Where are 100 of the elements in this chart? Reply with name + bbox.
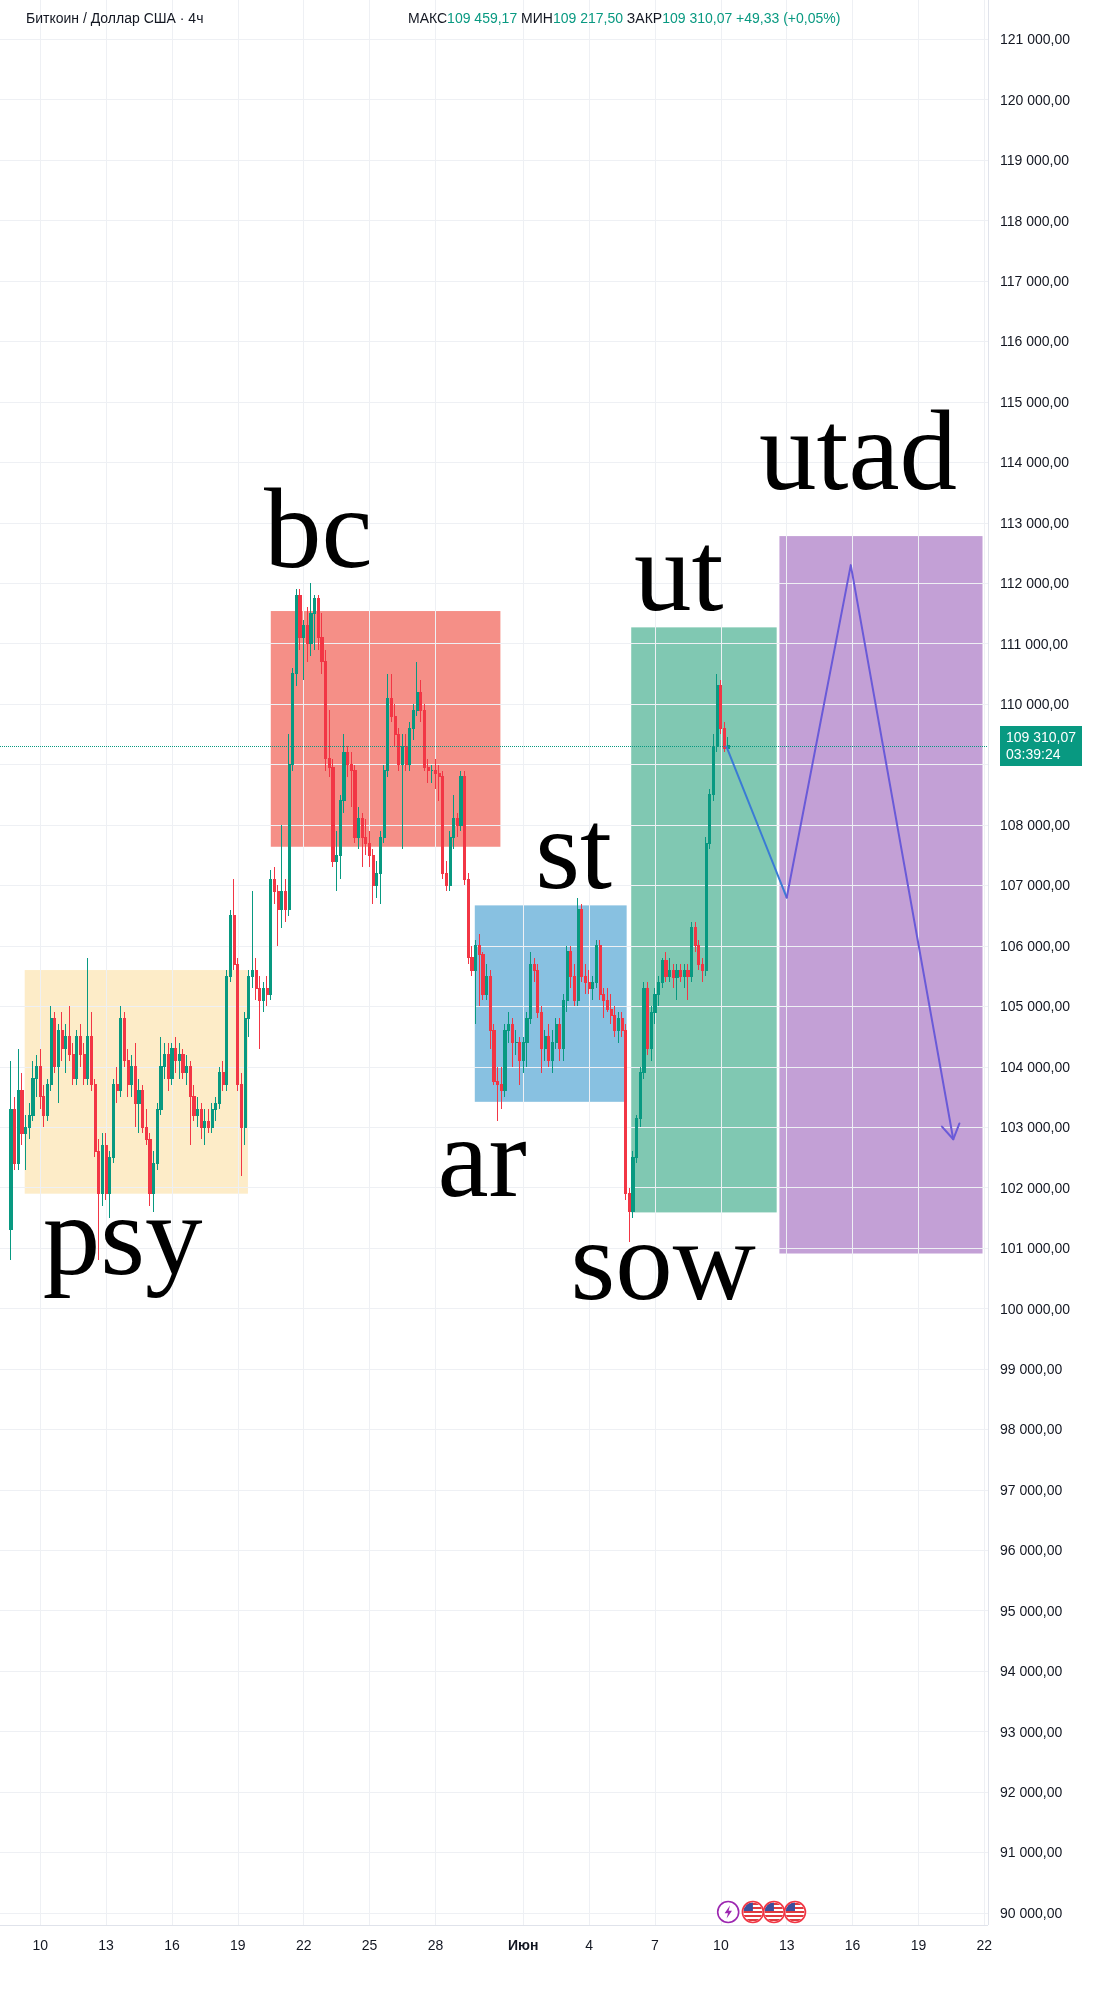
y-tick-label: 110 000,00: [1000, 696, 1070, 713]
text: МАКС109 459,17 МИН109 217,50 ЗАКР109 310,07 +49,33 (+0,05%): [408, 10, 841, 26]
candlestick: [683, 963, 686, 989]
candlestick: [544, 1029, 547, 1062]
candlestick: [185, 1054, 188, 1086]
candlestick: [280, 824, 283, 929]
x-tick-label: 13: [778, 1937, 795, 1953]
y-tick-label: 111 000,00: [1000, 635, 1069, 652]
annotation: utad: [759, 386, 958, 514]
y-tick-label: 121 000,00: [1000, 31, 1071, 48]
y-tick-label: 101 000,00: [1000, 1240, 1071, 1257]
text: Биткоин / Доллар США · 4ч: [26, 10, 204, 26]
candlestick: [690, 921, 693, 983]
candlestick: [64, 1023, 67, 1074]
x-tick-label: 13: [98, 1937, 115, 1953]
candlestick: [130, 1054, 133, 1098]
candlestick: [668, 957, 671, 983]
y-tick-label: 96 000,00: [1000, 1542, 1063, 1559]
candlestick: [134, 1042, 137, 1128]
candlestick: [558, 1017, 561, 1062]
candlestick: [511, 1017, 514, 1068]
y-tick-label: 90 000,00: [1000, 1904, 1063, 1921]
candlestick: [266, 975, 269, 1007]
candlestick: [203, 1108, 206, 1146]
y-tick-label: 94 000,00: [1000, 1663, 1063, 1680]
candlestick: [105, 1132, 108, 1201]
candlestick: [20, 1072, 24, 1146]
y-tick-label: 97 000,00: [1000, 1481, 1063, 1498]
x-tick-label: 16: [844, 1937, 861, 1953]
y-tick-label: 99 000,00: [1000, 1360, 1063, 1377]
x-tick-label: 19: [230, 1937, 246, 1953]
candlestick: [306, 606, 309, 663]
annotation: sow: [570, 1196, 756, 1324]
candlestick: [309, 582, 313, 657]
candlestick: [474, 939, 477, 1025]
candlestick: [17, 1048, 20, 1171]
x-tick-label: 25: [361, 1937, 378, 1953]
y-tick-label: 104 000,00: [1000, 1058, 1071, 1075]
candlestick: [456, 812, 459, 838]
x-tick-label: 16: [164, 1937, 180, 1953]
candlestick: [646, 981, 649, 1056]
candlestick: [298, 588, 302, 651]
candlestick: [174, 1036, 177, 1074]
y-tick-label: 116 000,00: [1000, 333, 1070, 350]
y-tick-label: 117 000,00: [1000, 273, 1070, 290]
candlestick: [116, 1066, 119, 1104]
x-tick-label: Июн: [508, 1937, 539, 1953]
candlestick: [514, 1029, 518, 1056]
candlestick: [200, 1102, 203, 1140]
candlestick: [178, 1042, 181, 1080]
candlestick: [262, 981, 265, 1013]
x-tick-label: 22: [976, 1937, 993, 1953]
candlestick: [101, 1132, 104, 1207]
y-tick-label: 118 000,00: [1000, 212, 1070, 229]
y-tick-label: 108 000,00: [1000, 817, 1071, 833]
y-tick-label: 100 000,00: [1000, 1300, 1071, 1317]
y-tick-label: 105 000,00: [1000, 998, 1071, 1015]
candlestick: [686, 963, 690, 1001]
y-tick-label: 120 000,00: [1000, 91, 1071, 108]
candlestick: [459, 770, 463, 832]
y-tick-label: 114 000,00: [1000, 454, 1070, 471]
y-tick-label: 92 000,00: [1000, 1784, 1063, 1801]
x-tick-label: 28: [427, 1937, 444, 1953]
y-tick-label: 93 000,00: [1000, 1723, 1063, 1740]
candlestick: [675, 963, 679, 1001]
x-tick-label: 7: [651, 1937, 660, 1953]
candlestick: [577, 897, 580, 1007]
candlestick: [119, 1005, 122, 1098]
candlestick: [222, 1060, 225, 1092]
x-tick-label: 22: [295, 1937, 312, 1953]
candlestick: [75, 1029, 78, 1086]
candlestick: [485, 963, 488, 1001]
candlestick: [61, 1011, 64, 1062]
y-tick-label: 98 000,00: [1000, 1421, 1063, 1438]
annotation: ar: [437, 1093, 527, 1221]
candlestick: [284, 878, 287, 923]
y-tick-label: 115 000,00: [1000, 393, 1070, 410]
annotation: ut: [634, 507, 724, 635]
y-tick-label: 113 000,00: [1000, 514, 1070, 531]
candlestick: [196, 1096, 199, 1128]
candlestick: [357, 806, 360, 850]
candlestick: [86, 957, 89, 1086]
candlestick: [170, 1042, 174, 1086]
x-tick-label: 4: [585, 1937, 594, 1953]
candlestick: [617, 1011, 620, 1044]
candlestick: [672, 963, 675, 989]
y-tick-label: 91 000,00: [1000, 1844, 1063, 1861]
annotation: psy: [42, 1172, 203, 1300]
candlestick: [181, 1048, 185, 1080]
y-tick-label: 107 000,00: [1000, 877, 1071, 894]
candlestick: [189, 1060, 192, 1146]
candlestick: [405, 733, 408, 772]
y-tick-label: 95 000,00: [1000, 1602, 1063, 1619]
candlestick: [302, 619, 305, 681]
candlestick: [518, 1036, 521, 1086]
x-tick-label: 19: [910, 1937, 927, 1953]
annotation: bc: [264, 465, 373, 593]
candlestick: [430, 764, 433, 784]
y-tick-label: 112 000,00: [1000, 575, 1070, 592]
candlestick: [13, 1096, 16, 1171]
